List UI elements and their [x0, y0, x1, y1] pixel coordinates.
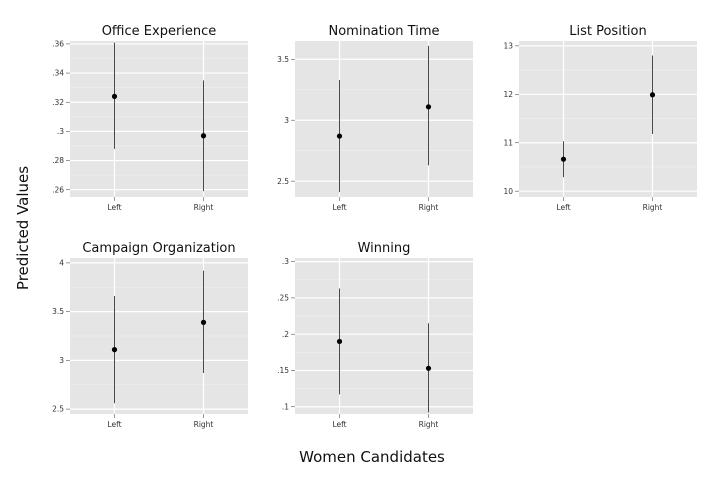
- y-tick-label: .3: [57, 127, 64, 136]
- panel-background: [70, 41, 248, 197]
- y-tick-label: .1: [282, 402, 289, 411]
- y-axis-label: Predicted Values: [14, 166, 32, 290]
- y-tick-label: .32: [52, 98, 64, 107]
- x-tick-label: Right: [643, 203, 663, 212]
- point-estimate: [111, 93, 118, 100]
- x-axis-label: Women Candidates: [299, 448, 445, 466]
- point-estimate: [200, 319, 207, 325]
- point-estimate: [649, 92, 656, 98]
- y-tick-label: .34: [52, 69, 64, 78]
- x-tick-label: Right: [194, 203, 214, 212]
- point-estimate: [425, 104, 432, 110]
- point-estimate: [111, 347, 118, 353]
- panel-background: [295, 41, 473, 197]
- x-tick-label: Left: [332, 203, 346, 212]
- panel: 2.5 3 3.5 4 Left Right Campaign Organization: [52, 241, 248, 429]
- y-tick-label: 4: [59, 258, 64, 267]
- x-tick-label: Right: [419, 203, 439, 212]
- panel-title: Winning: [358, 241, 411, 256]
- y-tick-label: .2: [282, 330, 289, 339]
- panel-title: Nomination Time: [328, 24, 439, 39]
- panel-title: List Position: [569, 24, 646, 39]
- point-estimate: [560, 156, 567, 162]
- y-tick-label: .36: [52, 40, 64, 49]
- y-tick-label: 3.5: [277, 55, 289, 64]
- y-tick-label: .26: [52, 185, 64, 194]
- x-tick-label: Right: [194, 420, 214, 429]
- y-tick-label: 12: [503, 90, 513, 99]
- panel: .1 .15 .2 .25 .3 Left Right Winning: [277, 241, 473, 429]
- y-tick-label: 10: [503, 187, 513, 196]
- x-tick-label: Left: [107, 420, 121, 429]
- y-tick-label: .28: [52, 156, 64, 165]
- x-tick-label: Left: [556, 203, 570, 212]
- panel: 2.5 3 3.5 Left Right Nomination Time: [277, 24, 473, 212]
- point-estimate: [336, 133, 343, 139]
- y-tick-label: 13: [503, 41, 513, 50]
- y-tick-label: 3: [284, 116, 289, 125]
- panel-title: Campaign Organization: [82, 241, 235, 256]
- panel: .26 .28 .3 .32 .34 .36 Left Right Office Experie…: [52, 24, 248, 212]
- panel-background: [519, 41, 697, 197]
- y-tick-label: .25: [277, 294, 289, 303]
- y-tick-label: 3.5: [52, 307, 64, 316]
- y-tick-label: .3: [282, 257, 289, 266]
- x-tick-label: Left: [107, 203, 121, 212]
- y-tick-label: 2.5: [277, 177, 289, 186]
- y-tick-label: 3: [59, 356, 64, 365]
- x-tick-label: Left: [332, 420, 346, 429]
- panel: 10 11 12 13 Left Right List Position: [503, 24, 697, 212]
- point-estimate: [200, 133, 207, 139]
- panel-background: [295, 258, 473, 414]
- y-tick-label: .15: [277, 366, 289, 375]
- point-estimate: [425, 365, 432, 371]
- point-estimate: [336, 338, 343, 345]
- y-tick-label: 11: [503, 138, 513, 147]
- y-tick-label: 2.5: [52, 405, 64, 414]
- x-tick-label: Right: [419, 420, 439, 429]
- panel-title: Office Experience: [102, 24, 217, 39]
